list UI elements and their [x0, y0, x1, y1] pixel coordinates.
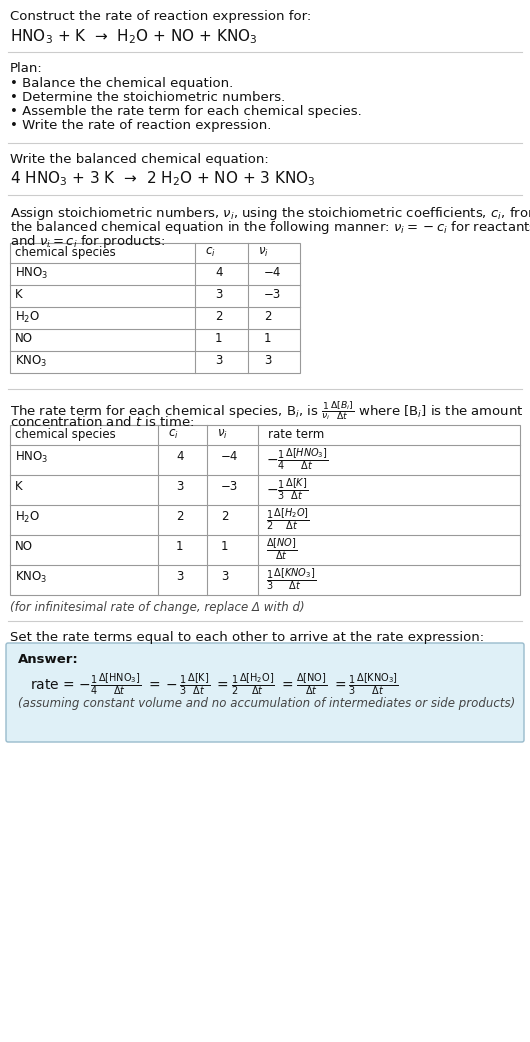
Text: $c_i$: $c_i$ — [168, 428, 179, 441]
Text: • Write the rate of reaction expression.: • Write the rate of reaction expression. — [10, 119, 271, 132]
Text: • Assemble the rate term for each chemical species.: • Assemble the rate term for each chemic… — [10, 105, 362, 118]
Text: $\frac{1}{3}\frac{\Delta[KNO_3]}{\Delta t}$: $\frac{1}{3}\frac{\Delta[KNO_3]}{\Delta … — [266, 566, 316, 592]
Text: • Balance the chemical equation.: • Balance the chemical equation. — [10, 77, 233, 90]
Text: K: K — [15, 288, 23, 301]
Text: chemical species: chemical species — [15, 428, 116, 441]
Text: • Determine the stoichiometric numbers.: • Determine the stoichiometric numbers. — [10, 91, 285, 104]
Text: $-\frac{1}{3}\frac{\Delta[K]}{\Delta t}$: $-\frac{1}{3}\frac{\Delta[K]}{\Delta t}$ — [266, 476, 308, 502]
Text: 1: 1 — [264, 332, 271, 345]
Text: −3: −3 — [264, 288, 281, 301]
Text: HNO$_3$: HNO$_3$ — [15, 450, 49, 465]
Text: 4 HNO$_3$ + 3 K  →  2 H$_2$O + NO + 3 KNO$_3$: 4 HNO$_3$ + 3 K → 2 H$_2$O + NO + 3 KNO$… — [10, 169, 316, 188]
Text: 3: 3 — [215, 354, 223, 367]
Text: 3: 3 — [215, 288, 223, 301]
Text: KNO$_3$: KNO$_3$ — [15, 570, 47, 586]
Text: 2: 2 — [221, 510, 228, 523]
Text: 2: 2 — [264, 311, 271, 323]
Text: H$_2$O: H$_2$O — [15, 311, 40, 325]
Text: rate = $-\frac{1}{4}\frac{\Delta[\mathrm{HNO_3}]}{\Delta t}$ $= -\frac{1}{3}\fra: rate = $-\frac{1}{4}\frac{\Delta[\mathrm… — [30, 671, 399, 697]
Text: 4: 4 — [215, 266, 223, 279]
Text: 3: 3 — [176, 480, 183, 493]
Text: rate term: rate term — [268, 428, 324, 441]
Text: Answer:: Answer: — [18, 653, 79, 666]
Bar — [10, 425, 520, 595]
Text: $c_i$: $c_i$ — [205, 246, 216, 259]
Text: $\nu_i$: $\nu_i$ — [217, 428, 228, 441]
Text: (assuming constant volume and no accumulation of intermediates or side products): (assuming constant volume and no accumul… — [18, 697, 515, 710]
Text: Set the rate terms equal to each other to arrive at the rate expression:: Set the rate terms equal to each other t… — [10, 631, 484, 644]
Text: −3: −3 — [221, 480, 238, 493]
Bar — [10, 243, 300, 373]
Text: 3: 3 — [221, 570, 228, 584]
Text: 4: 4 — [176, 450, 183, 463]
Text: KNO$_3$: KNO$_3$ — [15, 354, 47, 369]
Text: 2: 2 — [176, 510, 183, 523]
Text: K: K — [15, 480, 23, 493]
Text: HNO$_3$ + K  →  H$_2$O + NO + KNO$_3$: HNO$_3$ + K → H$_2$O + NO + KNO$_3$ — [10, 27, 258, 46]
Text: 1: 1 — [221, 540, 228, 553]
Text: NO: NO — [15, 332, 33, 345]
FancyBboxPatch shape — [6, 643, 524, 742]
Text: (for infinitesimal rate of change, replace Δ with d): (for infinitesimal rate of change, repla… — [10, 601, 305, 614]
Text: the balanced chemical equation in the following manner: $\nu_i = -c_i$ for react: the balanced chemical equation in the fo… — [10, 219, 530, 235]
Text: −4: −4 — [264, 266, 281, 279]
Text: HNO$_3$: HNO$_3$ — [15, 266, 49, 281]
Text: 3: 3 — [264, 354, 271, 367]
Text: $-\frac{1}{4}\frac{\Delta[HNO_3]}{\Delta t}$: $-\frac{1}{4}\frac{\Delta[HNO_3]}{\Delta… — [266, 446, 328, 472]
Text: Assign stoichiometric numbers, $\nu_i$, using the stoichiometric coefficients, $: Assign stoichiometric numbers, $\nu_i$, … — [10, 205, 530, 222]
Text: 2: 2 — [215, 311, 223, 323]
Text: 1: 1 — [176, 540, 183, 553]
Text: $\frac{1}{2}\frac{\Delta[H_2O]}{\Delta t}$: $\frac{1}{2}\frac{\Delta[H_2O]}{\Delta t… — [266, 506, 310, 531]
Text: NO: NO — [15, 540, 33, 553]
Text: $\nu_i$: $\nu_i$ — [258, 246, 269, 259]
Text: H$_2$O: H$_2$O — [15, 510, 40, 525]
Text: Plan:: Plan: — [10, 63, 43, 75]
Text: concentration and $t$ is time:: concentration and $t$ is time: — [10, 415, 194, 429]
Text: $\frac{\Delta[NO]}{\Delta t}$: $\frac{\Delta[NO]}{\Delta t}$ — [266, 536, 297, 562]
Text: Construct the rate of reaction expression for:: Construct the rate of reaction expressio… — [10, 10, 311, 23]
Text: 1: 1 — [215, 332, 223, 345]
Text: chemical species: chemical species — [15, 246, 116, 259]
Text: Write the balanced chemical equation:: Write the balanced chemical equation: — [10, 153, 269, 166]
Text: The rate term for each chemical species, B$_i$, is $\frac{1}{\nu_i}\frac{\Delta[: The rate term for each chemical species,… — [10, 399, 524, 422]
Text: −4: −4 — [221, 450, 238, 463]
Text: and $\nu_i = c_i$ for products:: and $\nu_i = c_i$ for products: — [10, 233, 165, 250]
Text: 3: 3 — [176, 570, 183, 584]
